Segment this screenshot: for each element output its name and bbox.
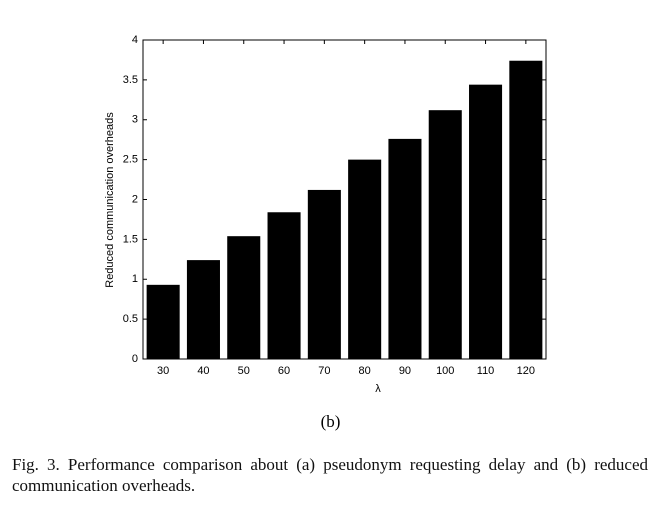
bar <box>348 159 382 359</box>
x-tick-label: 70 <box>318 365 330 377</box>
bar <box>509 60 543 360</box>
bar <box>428 110 462 360</box>
y-tick-label: 3.5 <box>123 74 138 86</box>
y-tick-label: 1.5 <box>123 233 138 245</box>
y-axis-label: Reduced communication overheads <box>104 112 116 288</box>
y-tick-label: 2.5 <box>123 154 138 166</box>
figure-caption: Fig. 3. Performance comparison about (a)… <box>12 455 648 495</box>
bar <box>388 138 422 359</box>
x-axis-label: λ <box>375 383 381 395</box>
x-tick-label: 80 <box>359 365 371 377</box>
x-tick-label: 100 <box>436 365 454 377</box>
bar <box>227 236 261 359</box>
bar <box>469 84 503 359</box>
y-tick-label: 2 <box>132 193 138 205</box>
bar <box>146 284 180 359</box>
y-tick-label: 3 <box>132 114 138 126</box>
bar <box>186 260 220 359</box>
plot-frame <box>142 39 547 360</box>
y-tick-label: 4 <box>132 34 138 46</box>
x-tick-label: 50 <box>238 365 250 377</box>
y-tick-label: 1 <box>132 273 138 285</box>
bar <box>267 212 301 359</box>
x-tick-label: 40 <box>197 365 209 377</box>
panel-label: (b) <box>320 412 341 431</box>
y-tick-label: 0.5 <box>123 313 138 325</box>
y-tick-label: 0 <box>132 353 138 365</box>
bar <box>307 189 341 359</box>
x-tick-label: 120 <box>517 365 535 377</box>
x-tick-label: 90 <box>399 365 411 377</box>
x-tick-label: 30 <box>157 365 169 377</box>
x-tick-label: 60 <box>278 365 290 377</box>
x-tick-label: 110 <box>477 365 495 377</box>
chart: λ Reduced communication overheads 30 40 50… <box>104 34 547 395</box>
